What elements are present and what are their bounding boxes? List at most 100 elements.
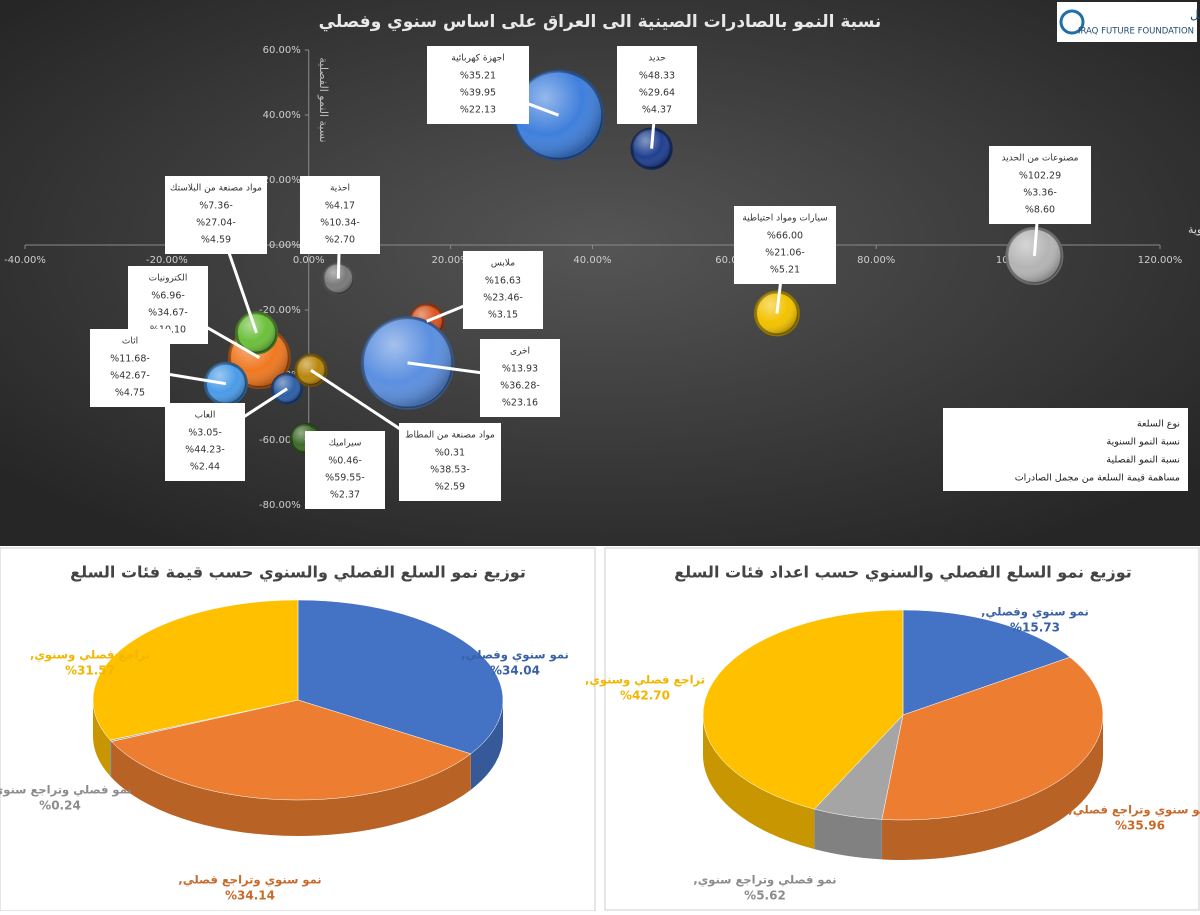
data-label: %35.21 [460,71,496,82]
series-name: مواد مصنعة من المطاط [405,431,495,441]
series-name: اثاث [122,337,138,347]
data-label: %3.36- [1023,188,1057,199]
data-label: %4.37 [642,105,672,116]
series-name: اجهزة كهربائية [451,54,504,64]
slice-category: نمو سنوي وتراجع فصلي, [1068,803,1200,818]
x-tick-label: -40.00% [4,255,46,266]
pie-title: توزيع نمو السلع الفصلي والسنوي حسب قيمة … [70,563,526,583]
pie-title: توزيع نمو السلع الفصلي والسنوي حسب اعداد… [674,563,1132,583]
data-label: %102.29 [1019,171,1061,182]
slice-value: %5.62 [744,889,786,903]
data-label: %27.04- [196,218,236,229]
slice-side [470,700,503,790]
chart-title: نسبة النمو بالصادرات الصينية الى العراق … [319,12,882,32]
slice-category: نمو سنوي وتراجع فصلي, [178,873,321,888]
logo-icon [1059,9,1085,35]
label-box [165,403,245,481]
data-label: %0.46- [328,456,362,467]
slice-side [814,809,882,860]
data-label: %44.23- [185,445,225,456]
data-label: %13.93 [502,364,538,375]
data-label: %7.36- [199,201,233,212]
series-name: ملابس [491,259,515,269]
bubble-group [630,127,673,170]
slice [902,609,1071,716]
data-label: %16.63 [485,276,521,287]
data-label: %2.37 [330,490,360,501]
legend-box [943,408,1188,491]
slice [111,699,472,801]
label-box [165,176,267,254]
series-name: العاب [195,411,216,421]
data-label: %4.59 [201,235,231,246]
label-box [427,46,529,124]
series-name: حديد [648,54,666,64]
data-label: %3.15 [488,310,518,321]
slice-value: %35.96 [1115,819,1165,833]
y-tick-label: -60.00% [259,435,301,446]
slice-side [881,715,1103,861]
data-label: %42.67- [110,371,150,382]
x-tick-label: -20.00% [146,255,188,266]
data-label: %34.67- [148,308,188,319]
data-label: %0.31 [435,448,465,459]
data-label: %39.95 [460,88,496,99]
data-label: %5.21 [770,265,800,276]
legend-entry: نسبة النمو السنوية [1107,437,1180,448]
data-label: %3.05- [188,428,222,439]
series-name: احذية [330,184,350,194]
slice-value: %42.70 [620,689,670,703]
label-box [989,146,1091,224]
slice-category: نمو فصلي وتراجع سنوي, [693,873,836,888]
label-box [617,46,697,124]
slice [297,599,504,755]
data-label: %21.06- [765,248,805,259]
label-box [734,206,836,284]
slice-category: نمو فصلي وتراجع سنوي, [0,783,132,798]
data-label: %36.28- [500,381,540,392]
logo-box [1057,2,1197,42]
data-label: %8.60 [1025,205,1055,216]
data-label: %10.34- [320,218,360,229]
slice-side [93,700,111,777]
slice-value: %34.14 [225,889,275,903]
data-label: %23.46- [483,293,523,304]
x-axis-title: نسبة النمو السنوية [1188,223,1200,236]
slice-side [702,715,815,850]
series-name: مواد مصنعة من البلاستك [170,184,262,194]
series-name: مصنوعات من الحديد [1002,154,1079,164]
data-label: %59.55- [325,473,365,484]
series-name: الكترونيات [149,274,188,284]
data-label: %29.64 [639,88,675,99]
logo-name: مؤسسة عراق المستقبل [1190,8,1200,23]
slice-category: نمو سنوي وفصلي, [981,605,1089,620]
slice-category: نمو سنوي وفصلي, [461,648,569,663]
series-name: اخرى [510,347,530,357]
y-tick-label: 60.00% [263,45,301,56]
slice-category: تراجع فصلي وسنوي, [585,673,705,688]
slice-value: %34.04 [490,664,540,678]
x-tick-label: 80.00% [857,255,895,266]
data-label: %11.68- [110,354,150,365]
data-label: %22.13 [460,105,496,116]
legend-entry: نوع السلعة [1137,419,1180,430]
data-label: %4.17 [325,201,355,212]
label-box [305,431,385,509]
y-tick-label: 0.00% [269,240,301,251]
slice-category: تراجع فصلي وسنوي, [30,648,150,663]
bubble-group [1005,226,1064,285]
bubble-shine [1006,228,1062,284]
data-label: %2.70 [325,235,355,246]
y-tick-label: -20.00% [259,305,301,316]
slice [881,656,1104,821]
y-axis-title: نسبة النمو الفصلية [317,57,330,142]
bubble-group [512,69,605,161]
bubble-shine [631,129,672,169]
logo-name-en: IRAQ FUTURE FOUNDATION [1078,27,1194,37]
slice-value: %15.73 [1010,621,1060,635]
legend-entry: نسبة النمو الفصلية [1106,455,1180,466]
slice-side [110,740,112,778]
y-tick-label: 40.00% [263,110,301,121]
slice-value: %31.57 [65,664,115,678]
